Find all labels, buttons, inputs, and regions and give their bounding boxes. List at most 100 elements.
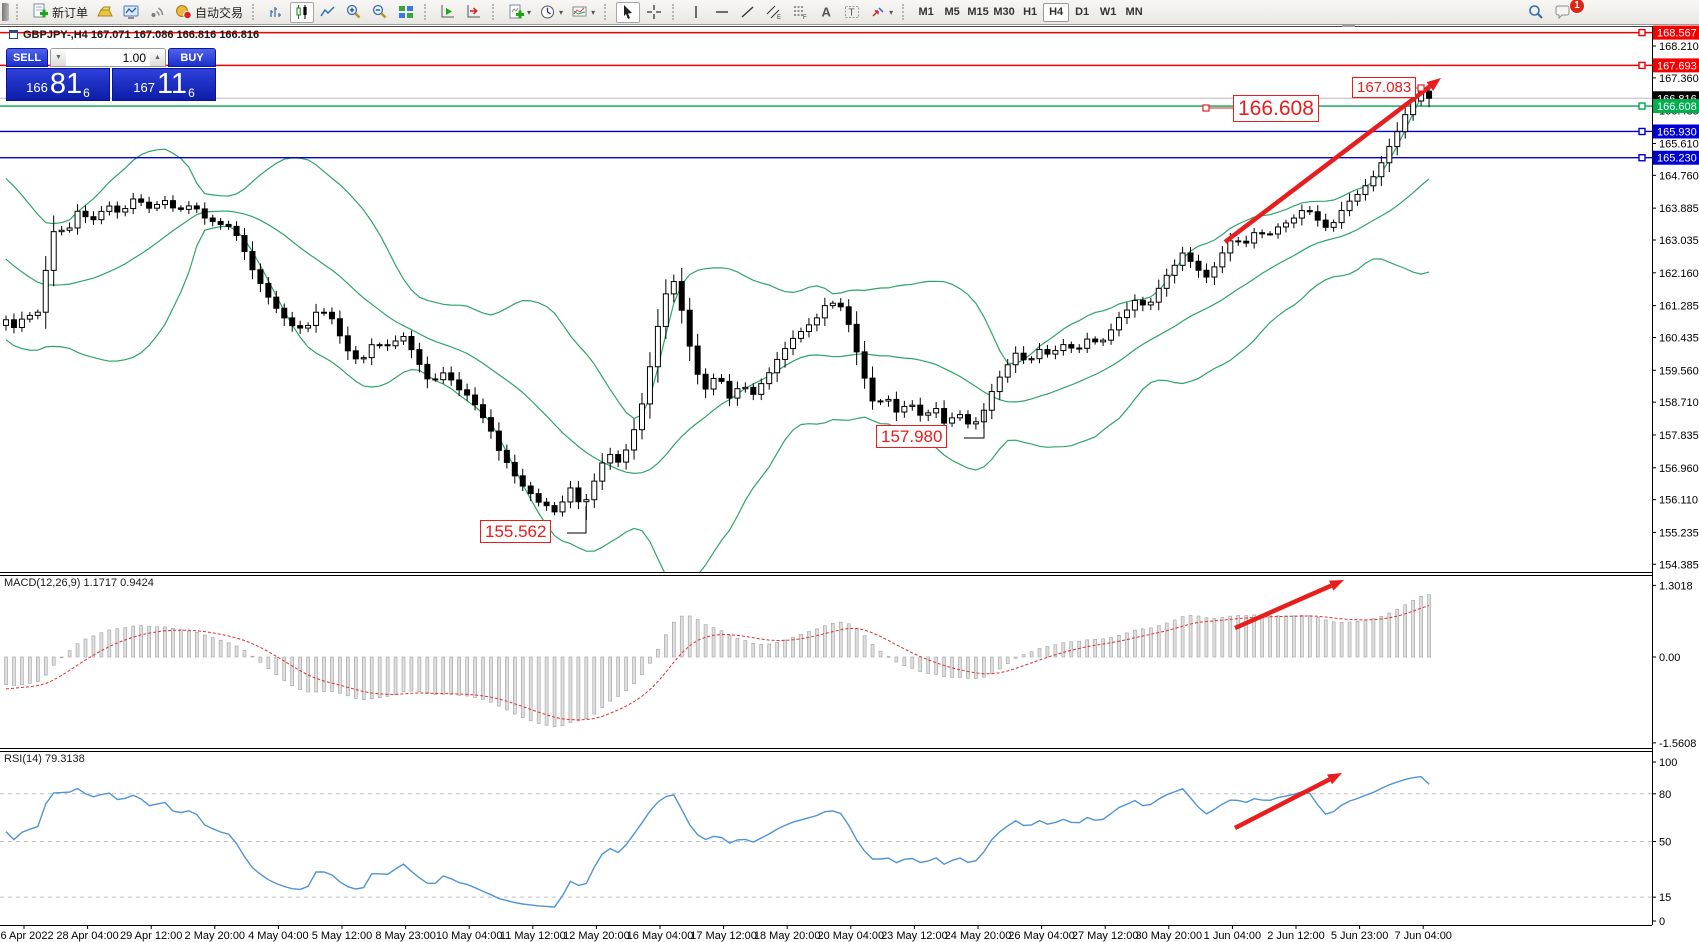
svg-text:T: T	[849, 8, 855, 19]
time-axis-label: 11 May 12:00	[500, 930, 566, 942]
price-badge-label: 165.930	[1657, 126, 1697, 138]
price-tick-label: 159.560	[1659, 365, 1699, 377]
level-line-handle[interactable]	[1638, 154, 1646, 162]
volume-increase-button[interactable]: ▲	[150, 49, 165, 66]
candlestick-chart-type-icon[interactable]	[290, 1, 315, 23]
time-axis-label: 1 Jun 04:00	[1204, 930, 1262, 942]
annotation-anchor	[1202, 104, 1210, 112]
toolbar-grip[interactable]	[16, 4, 22, 20]
crosshair-icon[interactable]	[642, 2, 666, 23]
timeframe-button-h4[interactable]: H4	[1043, 2, 1070, 22]
gold-bar-icon[interactable]	[93, 2, 117, 23]
price-annotation-155562[interactable]: 155.562	[480, 520, 552, 543]
auto-scroll-icon[interactable]	[436, 2, 460, 23]
chart-window-icon	[9, 30, 18, 39]
timeframe-button-m30[interactable]: M30	[991, 3, 1017, 22]
price-annotation-166608[interactable]: 166.608	[1233, 95, 1319, 122]
period-icon[interactable]: ▾	[536, 2, 566, 23]
toolbar-grip[interactable]	[672, 4, 678, 20]
price-tick-label: 162.160	[1659, 268, 1699, 280]
time-axis-label: 2 Jun 12:00	[1267, 930, 1325, 942]
macd-indicator-label: MACD(12,26,9) 1.1717 0.9424	[4, 577, 154, 589]
timeframe-button-m15[interactable]: M15	[965, 3, 991, 22]
horizontal-level-lines[interactable]	[0, 28, 1652, 162]
sell-price-display[interactable]: 166 81 6	[6, 68, 110, 101]
fibonacci-tool-icon[interactable]: F	[788, 2, 812, 23]
notification-badge[interactable]: 1	[1569, 0, 1585, 14]
horizontal-line-tool-icon[interactable]	[710, 2, 734, 23]
new-order-button[interactable]: 新订单	[28, 2, 91, 23]
timeframe-button-m1[interactable]: M1	[913, 3, 939, 22]
chart-shift-icon[interactable]	[462, 2, 486, 23]
price-axis[interactable]: 168.210167.360166.485165.610164.760163.8…	[1652, 25, 1699, 572]
equidistant-channel-tool-icon[interactable]: E	[762, 2, 786, 23]
volume-input[interactable]	[66, 49, 150, 66]
rsi-axis-label: 80	[1659, 789, 1671, 801]
rsi-indicator-label: RSI(14) 79.3138	[4, 753, 85, 765]
text-label-tool-icon[interactable]: T	[840, 2, 864, 23]
price-badge	[1653, 58, 1699, 73]
rsi-axis: 100 80 50 15 0	[1652, 757, 1677, 928]
time-axis-label: 8 May 23:00	[375, 930, 436, 942]
templates-icon[interactable]: ▾	[504, 2, 534, 23]
time-axis-label: 5 May 12:00	[312, 930, 373, 942]
zoom-out-icon[interactable]	[368, 2, 392, 23]
toolbar-grip[interactable]	[902, 4, 908, 20]
toolbar-grip[interactable]	[492, 4, 498, 20]
trendline-tool-icon[interactable]	[736, 2, 760, 23]
svg-text:E: E	[777, 15, 781, 21]
toolbar-grip[interactable]	[604, 4, 610, 20]
macd-indicator	[4, 594, 1431, 727]
notifications-icon[interactable]	[1550, 2, 1576, 23]
price-badge	[1653, 25, 1699, 40]
timeframe-button-h1[interactable]: H1	[1017, 3, 1043, 22]
sell-button[interactable]: SELL	[6, 48, 48, 67]
trend-arrows[interactable]	[1223, 78, 1441, 831]
terminal-icon[interactable]	[119, 2, 143, 23]
arrows-tool-icon[interactable]: ▾	[866, 2, 896, 23]
price-tick-label: 167.360	[1659, 73, 1699, 85]
buy-button[interactable]: BUY	[168, 48, 216, 67]
time-axis-label: 18 May 20:00	[754, 930, 821, 942]
rsi-line	[5, 775, 1430, 908]
zoom-in-icon[interactable]	[342, 2, 366, 23]
auto-trading-button[interactable]: 自动交易	[171, 2, 246, 23]
toolbar-grip[interactable]	[252, 4, 258, 20]
rsi-axis-label: 0	[1659, 916, 1665, 928]
toolbar-grip[interactable]	[424, 4, 430, 20]
price-tick-label: 161.285	[1659, 301, 1699, 313]
signal-icon[interactable]	[145, 2, 169, 23]
trend-arrow	[1233, 777, 1331, 831]
bar-chart-type-icon[interactable]	[264, 2, 288, 23]
timeframe-button-d1[interactable]: D1	[1069, 3, 1095, 22]
candlesticks[interactable]	[3, 87, 1433, 521]
line-chart-type-icon[interactable]	[316, 2, 340, 23]
indicators-icon[interactable]: ▾	[568, 2, 598, 23]
timeframe-button-mn[interactable]: MN	[1121, 3, 1147, 22]
timeframe-button-m5[interactable]: M5	[939, 3, 965, 22]
macd-axis: 1.3018 0.00 -1.5608	[1652, 580, 1696, 750]
buy-price-display[interactable]: 167 11 6	[112, 68, 216, 101]
price-tick-label: 163.035	[1659, 235, 1699, 247]
level-line-handle[interactable]	[1638, 102, 1646, 110]
vertical-line-tool-icon[interactable]	[684, 2, 708, 23]
time-axis[interactable]: 26 Apr 2022 28 Apr 04:00 29 Apr 12:00 2 May…	[0, 925, 1452, 942]
text-tool-icon[interactable]: A	[814, 2, 838, 23]
level-line-handle[interactable]	[1638, 28, 1646, 37]
price-annotation-157980[interactable]: 157.980	[876, 425, 948, 448]
time-axis-label: 29 Apr 12:00	[120, 930, 182, 942]
cursor-icon[interactable]	[616, 1, 641, 23]
search-icon[interactable]	[1524, 2, 1548, 23]
tile-windows-icon[interactable]	[394, 2, 418, 23]
level-line-handle[interactable]	[1638, 61, 1646, 70]
price-annotation-167083[interactable]: 167.083	[1352, 77, 1417, 98]
volume-decrease-button[interactable]: ▼	[51, 49, 66, 66]
chart-scrollbar-thumb[interactable]	[1342, 23, 1355, 27]
time-axis-label: 10 May 04:00	[436, 930, 503, 942]
macd-axis-label: 1.3018	[1659, 580, 1693, 592]
level-line-handle[interactable]	[1638, 127, 1646, 136]
timeframe-button-w1[interactable]: W1	[1095, 3, 1121, 22]
new-order-label: 新订单	[52, 5, 89, 20]
